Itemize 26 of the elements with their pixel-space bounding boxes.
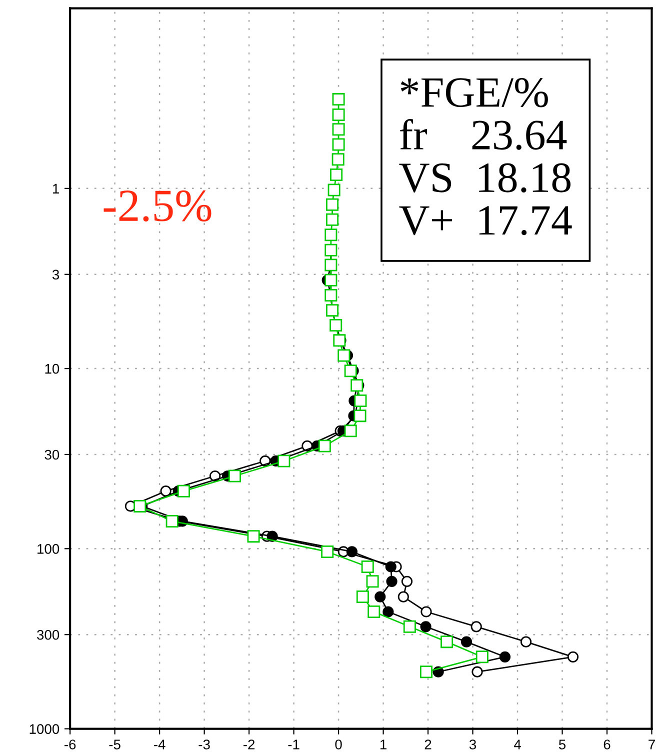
x-tick-label: 7	[648, 740, 655, 750]
x-tick-label: 1	[380, 740, 386, 750]
x-tick-label: -3	[198, 740, 210, 750]
x-tick-label: 2	[424, 740, 432, 750]
x-tick-label: 5	[558, 740, 566, 750]
x-tick-label: -2	[243, 740, 255, 750]
x-tick-label: 0	[335, 740, 342, 750]
x-tick-label: -6	[64, 740, 76, 750]
y-tick-label: 100	[38, 544, 60, 554]
x-tick-label: -4	[154, 740, 166, 750]
y-tick-label: 1000	[30, 724, 60, 734]
x-tick-label: 6	[604, 740, 610, 750]
x-tick-label: -5	[109, 740, 120, 750]
annotation: -2.5%	[104, 190, 212, 222]
y-tick-label: 10	[45, 364, 60, 374]
x-tick-label: 3	[469, 740, 476, 750]
x-tick-label: 4	[514, 740, 521, 750]
annotation: *FGE/%	[400, 78, 548, 108]
y-tick-label: 300	[37, 630, 60, 640]
annotation: fr 23.64	[400, 118, 567, 150]
y-tick-label: 1	[52, 184, 59, 194]
x-tick-label: -1	[288, 740, 300, 750]
annotation: VS 18.18	[399, 163, 571, 193]
y-tick-label: 3	[52, 270, 60, 280]
y-tick-label: 30	[44, 450, 60, 460]
annotation: V+ 17.74	[399, 206, 572, 236]
